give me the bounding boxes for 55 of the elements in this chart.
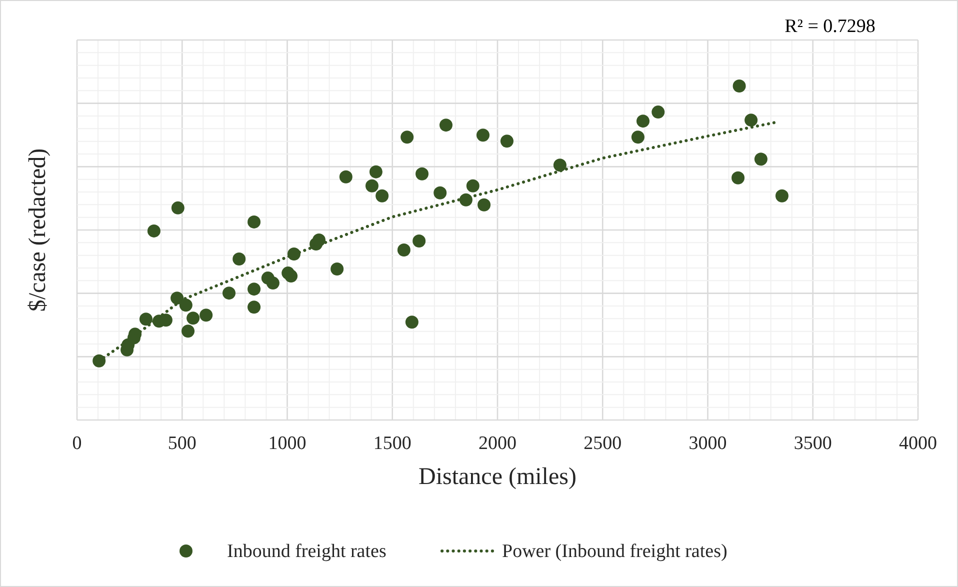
x-tick-label: 1500 <box>373 433 412 454</box>
x-tick-label: 500 <box>168 433 196 454</box>
x-axis-title: Distance (miles) <box>418 464 576 490</box>
x-tick-label: 3500 <box>794 433 832 454</box>
point <box>182 324 195 338</box>
point <box>500 134 514 148</box>
point <box>248 215 261 228</box>
point <box>139 312 152 326</box>
point <box>652 106 665 119</box>
point <box>339 170 352 184</box>
point <box>179 298 192 312</box>
point <box>476 128 490 142</box>
point <box>631 130 644 144</box>
point <box>553 158 566 172</box>
x-tick-label: 4000 <box>899 433 937 454</box>
point <box>248 300 261 314</box>
point <box>312 233 326 246</box>
point <box>171 201 184 214</box>
point <box>434 186 447 200</box>
point <box>397 243 410 256</box>
point <box>232 252 246 266</box>
point <box>376 189 389 202</box>
point <box>754 152 768 166</box>
point <box>732 80 746 92</box>
point <box>186 312 200 325</box>
point <box>412 234 426 248</box>
point <box>200 308 213 322</box>
point <box>400 130 414 144</box>
point <box>478 198 491 212</box>
point <box>439 118 452 132</box>
point <box>92 354 106 368</box>
text: R² = 0.7298 <box>784 16 876 37</box>
point <box>266 276 280 290</box>
point <box>365 179 378 192</box>
point <box>405 316 418 329</box>
y-axis-title: $/case (redacted) <box>25 148 51 312</box>
x-tick-label: 3000 <box>688 433 727 454</box>
x-tick-label: 1000 <box>268 433 306 454</box>
point <box>732 171 745 184</box>
point <box>636 114 650 128</box>
point <box>466 179 480 192</box>
x-tick-label: 2500 <box>584 433 622 454</box>
point <box>744 114 758 127</box>
x-tick-label: 0 <box>72 433 82 454</box>
point <box>369 165 382 178</box>
legend-label: Inbound freight rates <box>227 541 386 562</box>
point <box>147 224 160 238</box>
x-tick-label: 2000 <box>478 433 516 454</box>
point <box>248 282 261 296</box>
point <box>775 189 788 202</box>
legend-label: Power (Inbound freight rates) <box>502 541 728 562</box>
point <box>330 262 344 276</box>
point <box>416 167 429 180</box>
point <box>222 286 236 300</box>
point <box>284 270 298 283</box>
